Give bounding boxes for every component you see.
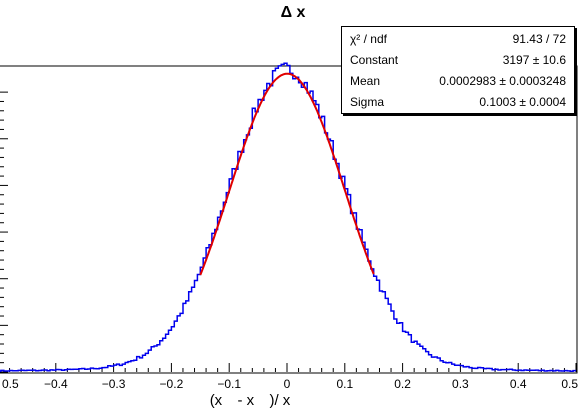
x-tick-label: −0.3 (102, 377, 126, 391)
x-tick-label: 0.5 (561, 377, 578, 391)
gaussian-fit-curve (199, 72, 375, 276)
stats-row-constant: Constant 3197 ± 10.6 (350, 49, 566, 70)
stats-label: Constant (350, 52, 399, 67)
stats-box: χ² / ndf 91.43 / 72 Constant 3197 ± 10.6… (341, 26, 575, 114)
x-axis-ticks (9, 363, 577, 372)
x-tick-label: 0.4 (510, 377, 527, 391)
chart-title: Δ x (280, 4, 306, 21)
x-tick-label: 0.5 (2, 377, 19, 391)
stats-row-chi2: χ² / ndf 91.43 / 72 (350, 28, 566, 49)
x-tick-label: −0.1 (217, 377, 241, 391)
stats-label: χ² / ndf (350, 31, 387, 46)
stats-row-mean: Mean 0.0002983 ± 0.0003248 (350, 70, 566, 91)
stats-value: 0.0002983 ± 0.0003248 (439, 73, 566, 88)
stats-value: 91.43 / 72 (512, 31, 566, 46)
x-tick-label: −0.4 (44, 377, 68, 391)
x-tick-label: 0.3 (452, 377, 469, 391)
stats-label: Sigma (350, 94, 385, 109)
x-axis-label: (x - x )/ x (209, 392, 291, 409)
x-tick-label: −0.2 (160, 377, 184, 391)
stats-label: Mean (350, 73, 381, 88)
x-tick-label: 0.1 (336, 377, 353, 391)
y-axis-ticks (0, 91, 8, 373)
histogram-series (0, 62, 576, 373)
x-tick-label: 0 (284, 377, 291, 391)
x-tick-label: 0.2 (394, 377, 411, 391)
x-axis-tick-labels: 0.5 −0.4 −0.3 −0.2 −0.1 0 0.1 0.2 0.3 0.4 0.5 (2, 377, 578, 391)
stats-value: 3197 ± 10.6 (502, 52, 566, 67)
stats-value: 0.1003 ± 0.0004 (479, 94, 566, 109)
stats-row-sigma: Sigma 0.1003 ± 0.0004 (350, 91, 566, 112)
